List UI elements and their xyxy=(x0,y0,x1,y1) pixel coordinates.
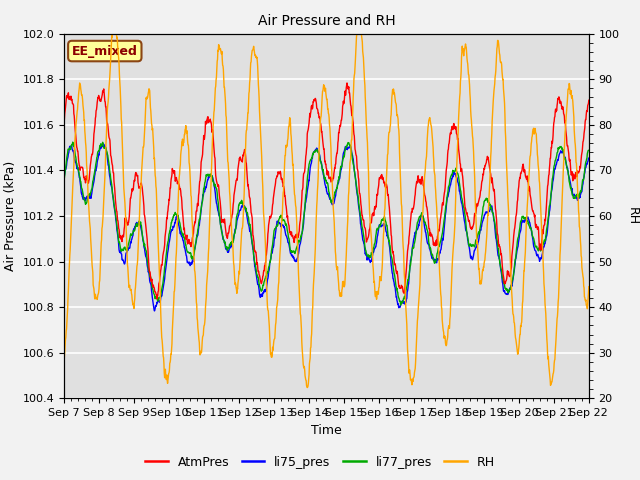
li77_pres xyxy=(408,249,416,254)
li77_pres xyxy=(177,227,185,232)
li77_pres xyxy=(524,218,531,224)
Title: Air Pressure and RH: Air Pressure and RH xyxy=(257,14,396,28)
li75_pres xyxy=(60,175,68,180)
li75_pres xyxy=(165,243,173,249)
RH xyxy=(164,374,172,380)
AtmPres xyxy=(177,193,185,199)
li77_pres xyxy=(585,147,593,153)
li75_pres xyxy=(585,155,593,161)
li75_pres xyxy=(477,228,484,233)
Text: EE_mixed: EE_mixed xyxy=(72,45,138,58)
AtmPres xyxy=(164,204,172,209)
RH xyxy=(477,278,484,284)
li75_pres xyxy=(236,207,244,213)
li77_pres xyxy=(69,139,77,145)
RH xyxy=(585,284,593,289)
AtmPres xyxy=(343,80,351,86)
AtmPres xyxy=(524,173,531,179)
li77_pres xyxy=(477,221,484,227)
AtmPres xyxy=(585,97,593,103)
li77_pres xyxy=(60,176,68,182)
AtmPres xyxy=(153,296,161,302)
Line: li75_pres: li75_pres xyxy=(64,144,589,311)
li75_pres xyxy=(177,233,185,239)
li75_pres xyxy=(150,308,158,314)
li75_pres xyxy=(524,216,531,222)
RH xyxy=(524,205,531,211)
Line: li77_pres: li77_pres xyxy=(64,142,589,305)
li77_pres xyxy=(164,238,172,244)
RH xyxy=(408,380,416,385)
RH xyxy=(236,263,244,268)
X-axis label: Time: Time xyxy=(311,424,342,437)
li75_pres xyxy=(100,141,108,147)
AtmPres xyxy=(477,188,484,193)
Y-axis label: RH: RH xyxy=(626,207,639,225)
RH xyxy=(177,148,185,154)
li77_pres xyxy=(236,200,244,206)
RH xyxy=(303,384,311,390)
AtmPres xyxy=(236,157,244,163)
li77_pres xyxy=(397,302,404,308)
Y-axis label: Air Pressure (kPa): Air Pressure (kPa) xyxy=(4,161,17,271)
Line: RH: RH xyxy=(64,34,589,387)
RH xyxy=(60,360,68,366)
Line: AtmPres: AtmPres xyxy=(64,83,589,299)
li75_pres xyxy=(408,245,416,251)
AtmPres xyxy=(60,122,68,128)
Legend: AtmPres, li75_pres, li77_pres, RH: AtmPres, li75_pres, li77_pres, RH xyxy=(140,451,500,474)
AtmPres xyxy=(408,205,416,211)
RH xyxy=(109,31,116,36)
